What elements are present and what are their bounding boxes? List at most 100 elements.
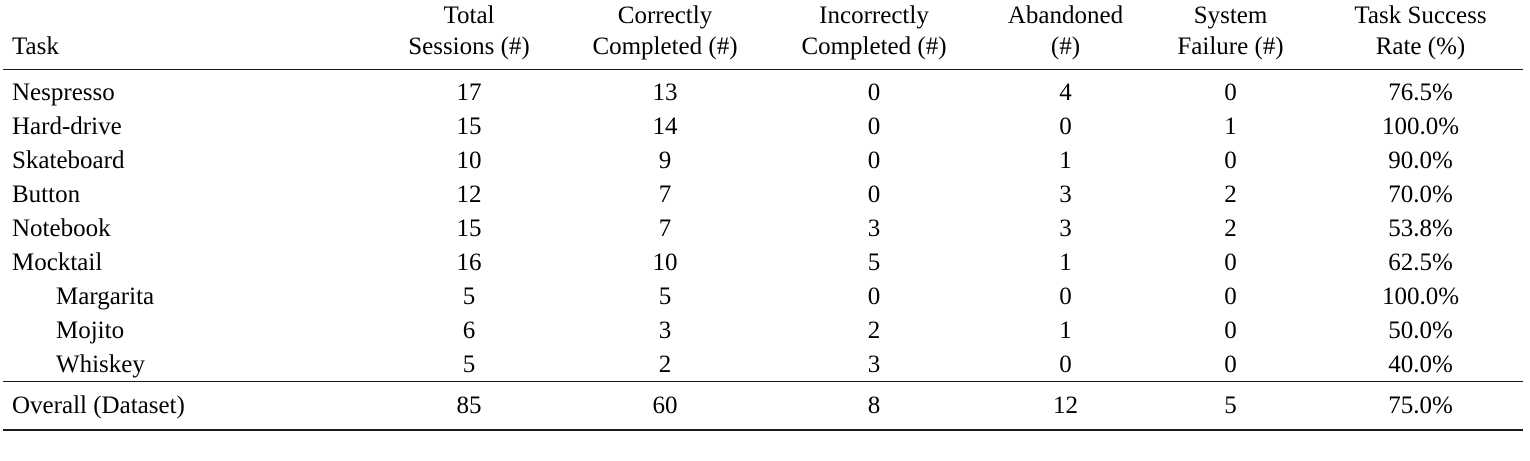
cell-correct: 7: [658, 214, 672, 242]
header-row: Task Total Sessions (#) Correctly Comple…: [3, 0, 1523, 70]
table-summary-row: Overall (Dataset) 85 60 8 12 5 75.0%: [3, 381, 1523, 431]
table-row: Margarita 5 5 0 0 0 100.0%: [3, 279, 1523, 313]
column-header-total-sessions: Total Sessions (#): [368, 0, 570, 70]
cell-incorrect: 0: [867, 146, 881, 174]
table-row: Button 12 7 0 3 2 70.0%: [3, 177, 1523, 211]
cell-summary-correct: 60: [570, 381, 760, 431]
cell-sysfailure: 0: [1224, 316, 1237, 344]
cell-total: 12: [456, 180, 482, 208]
table-row: Notebook 15 7 3 3 2 53.8%: [3, 211, 1523, 245]
cell-task-name: Margarita: [56, 282, 155, 310]
cell-task-name: Skateboard: [12, 146, 125, 174]
column-header-abandoned-line2: (#): [1050, 33, 1081, 60]
cell-sysfailure: 1: [1224, 112, 1237, 140]
cell-rate: 76.5%: [1388, 78, 1453, 106]
cell-task-name: Notebook: [12, 214, 111, 242]
cell-abandoned: 3: [1059, 214, 1072, 242]
cell-abandoned: 1: [1059, 146, 1072, 174]
cell-sysfailure: 0: [1224, 78, 1237, 106]
cell-summary-total: 85: [368, 381, 570, 431]
cell-summary-rate: 75.0%: [1318, 381, 1523, 431]
cell-abandoned: 1: [1059, 248, 1072, 276]
column-header-task-line2: Task: [12, 33, 59, 60]
cell-incorrect: 5: [867, 248, 881, 276]
cell-sysfailure: 2: [1224, 214, 1237, 242]
task-success-rate-table: Task Total Sessions (#) Correctly Comple…: [3, 0, 1523, 431]
cell-total: 15: [456, 112, 482, 140]
table-row: Mocktail 16 10 5 1 0 62.5%: [3, 245, 1523, 279]
cell-incorrect: 3: [867, 350, 881, 378]
column-header-correctly-completed: Correctly Completed (#): [570, 0, 760, 70]
cell-total: 5: [462, 282, 476, 310]
column-header-task-success-rate-line2: Rate (%): [1375, 33, 1466, 60]
cell-summary-incorrect: 8: [760, 381, 988, 431]
cell-correct: 14: [652, 112, 678, 140]
column-header-task-success-rate: Task Success Rate (%): [1318, 0, 1523, 70]
cell-total: 16: [456, 248, 482, 276]
table-row: Hard-drive 15 14 0 0 1 100.0%: [3, 109, 1523, 143]
column-header-abandoned-line1: Abandoned: [1007, 2, 1124, 29]
cell-incorrect: 3: [867, 214, 881, 242]
cell-total: 5: [462, 350, 476, 378]
cell-total: 6: [462, 316, 476, 344]
cell-abandoned: 3: [1059, 180, 1072, 208]
column-header-task: Task: [3, 0, 368, 70]
column-header-incorrectly-completed: Incorrectly Completed (#): [760, 0, 988, 70]
cell-summary-abandoned: 12: [988, 381, 1143, 431]
table-body: Nespresso 17 13 0 4 0 76.5% Hard-drive 15 14 0 0 1 10…: [3, 70, 1523, 431]
cell-rate: 62.5%: [1388, 248, 1453, 276]
column-header-incorrectly-completed-line1: Incorrectly: [819, 2, 929, 29]
table-row: Nespresso 17 13 0 4 0 76.5%: [3, 70, 1523, 110]
cell-correct: 2: [658, 350, 672, 378]
cell-rate: 90.0%: [1388, 146, 1453, 174]
cell-sysfailure: 0: [1224, 282, 1237, 310]
column-header-system-failure: System Failure (#): [1143, 0, 1318, 70]
cell-sysfailure: 0: [1224, 248, 1237, 276]
cell-total: 10: [456, 146, 482, 174]
cell-task-name: Mocktail: [12, 248, 103, 276]
cell-rate: 100.0%: [1381, 112, 1460, 140]
cell-total: 17: [456, 78, 482, 106]
cell-incorrect: 2: [867, 316, 881, 344]
cell-correct: 5: [658, 282, 672, 310]
column-header-abandoned: Abandoned (#): [988, 0, 1143, 70]
cell-rate: 53.8%: [1388, 214, 1453, 242]
cell-incorrect: 0: [867, 180, 881, 208]
cell-correct: 9: [658, 146, 672, 174]
cell-correct: 3: [658, 316, 672, 344]
cell-rate: 50.0%: [1388, 316, 1453, 344]
cell-total: 15: [456, 214, 482, 242]
cell-summary-label: Overall (Dataset): [3, 381, 368, 431]
cell-sysfailure: 0: [1224, 146, 1237, 174]
column-header-system-failure-line1: System: [1193, 2, 1268, 29]
column-header-correctly-completed-line2: Completed (#): [592, 33, 738, 60]
cell-task-name: Nespresso: [12, 78, 115, 106]
cell-sysfailure: 2: [1224, 180, 1237, 208]
cell-task-name: Hard-drive: [12, 112, 122, 140]
cell-task-name: Whiskey: [56, 350, 145, 378]
column-header-system-failure-line2: Failure (#): [1177, 33, 1284, 60]
cell-incorrect: 0: [867, 282, 881, 310]
cell-incorrect: 0: [867, 78, 881, 106]
column-header-task-success-rate-line1: Task Success: [1354, 2, 1487, 29]
cell-summary-sysfailure: 5: [1143, 381, 1318, 431]
cell-abandoned: 0: [1059, 282, 1072, 310]
cell-abandoned: 0: [1059, 350, 1072, 378]
cell-rate: 40.0%: [1388, 350, 1453, 378]
cell-correct: 7: [658, 180, 672, 208]
cell-rate: 100.0%: [1381, 282, 1460, 310]
cell-incorrect: 0: [867, 112, 881, 140]
column-header-correctly-completed-line1: Correctly: [617, 2, 713, 29]
cell-abandoned: 1: [1059, 316, 1072, 344]
cell-rate: 70.0%: [1388, 180, 1453, 208]
cell-abandoned: 4: [1059, 78, 1072, 106]
cell-task-name: Mojito: [56, 316, 125, 344]
column-header-total-sessions-line1: Total: [443, 2, 495, 29]
column-header-total-sessions-line2: Sessions (#): [408, 33, 530, 60]
table-row: Whiskey 5 2 3 0 0 40.0%: [3, 347, 1523, 382]
cell-sysfailure: 0: [1224, 350, 1237, 378]
cell-abandoned: 0: [1059, 112, 1072, 140]
table-header: Task Total Sessions (#) Correctly Comple…: [3, 0, 1523, 70]
cell-correct: 10: [652, 248, 678, 276]
